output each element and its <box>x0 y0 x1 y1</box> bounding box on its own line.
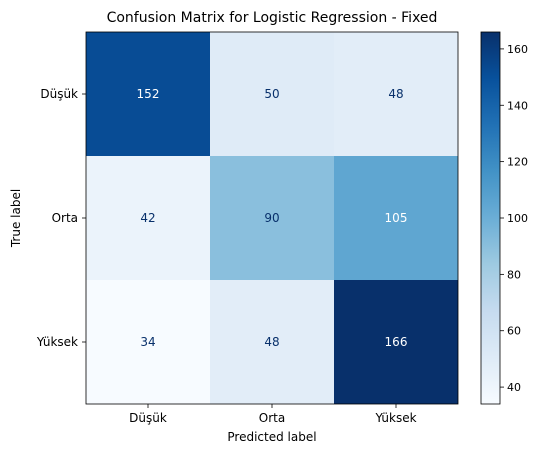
cell-value-label: 50 <box>264 87 279 101</box>
heatmap-cell <box>86 156 210 280</box>
y-tick-label: Düşük <box>40 87 78 101</box>
colorbar-tick-label: 140 <box>507 99 528 112</box>
cell-value-label: 42 <box>140 211 155 225</box>
heatmap-cells: 152 50 48 42 90 105 34 48 166 <box>86 32 458 404</box>
cell-value-label: 90 <box>264 211 279 225</box>
colorbar-tick-label: 120 <box>507 156 528 169</box>
y-axis: Düşük Orta Yüksek <box>36 87 86 349</box>
x-axis-label: Predicted label <box>227 430 316 444</box>
heatmap-cell <box>210 32 334 156</box>
heatmap-cell <box>210 280 334 404</box>
cell-value-label: 34 <box>140 335 155 349</box>
heatmap-cell <box>334 280 458 404</box>
cell-value-label: 48 <box>264 335 279 349</box>
heatmap-cell <box>334 156 458 280</box>
x-tick-label: Yüksek <box>374 411 416 425</box>
heatmap-cell <box>86 32 210 156</box>
cell-value-label: 166 <box>385 335 408 349</box>
x-tick-label: Orta <box>259 411 285 425</box>
y-tick-label: Orta <box>52 211 78 225</box>
colorbar-tick-label: 40 <box>507 381 521 394</box>
colorbar-tick-label: 60 <box>507 325 521 338</box>
chart-title: Confusion Matrix for Logistic Regression… <box>107 10 438 26</box>
colorbar-tick-label: 160 <box>507 43 528 56</box>
colorbar-tick-label: 80 <box>507 268 521 281</box>
colorbar-axis: 40 60 80 100 120 140 160 <box>500 43 528 394</box>
y-axis-label: True label <box>9 189 23 248</box>
x-tick-label: Düşük <box>129 411 167 425</box>
colorbar <box>480 31 501 405</box>
heatmap-cell <box>86 280 210 404</box>
cell-value-label: 152 <box>137 87 160 101</box>
cell-value-label: 48 <box>388 87 403 101</box>
y-tick-label: Yüksek <box>36 335 78 349</box>
cell-value-label: 105 <box>385 211 408 225</box>
x-axis: Düşük Orta Yüksek <box>129 404 417 425</box>
colorbar-tick-label: 100 <box>507 212 528 225</box>
heatmap-cell <box>210 156 334 280</box>
heatmap-cell <box>334 32 458 156</box>
